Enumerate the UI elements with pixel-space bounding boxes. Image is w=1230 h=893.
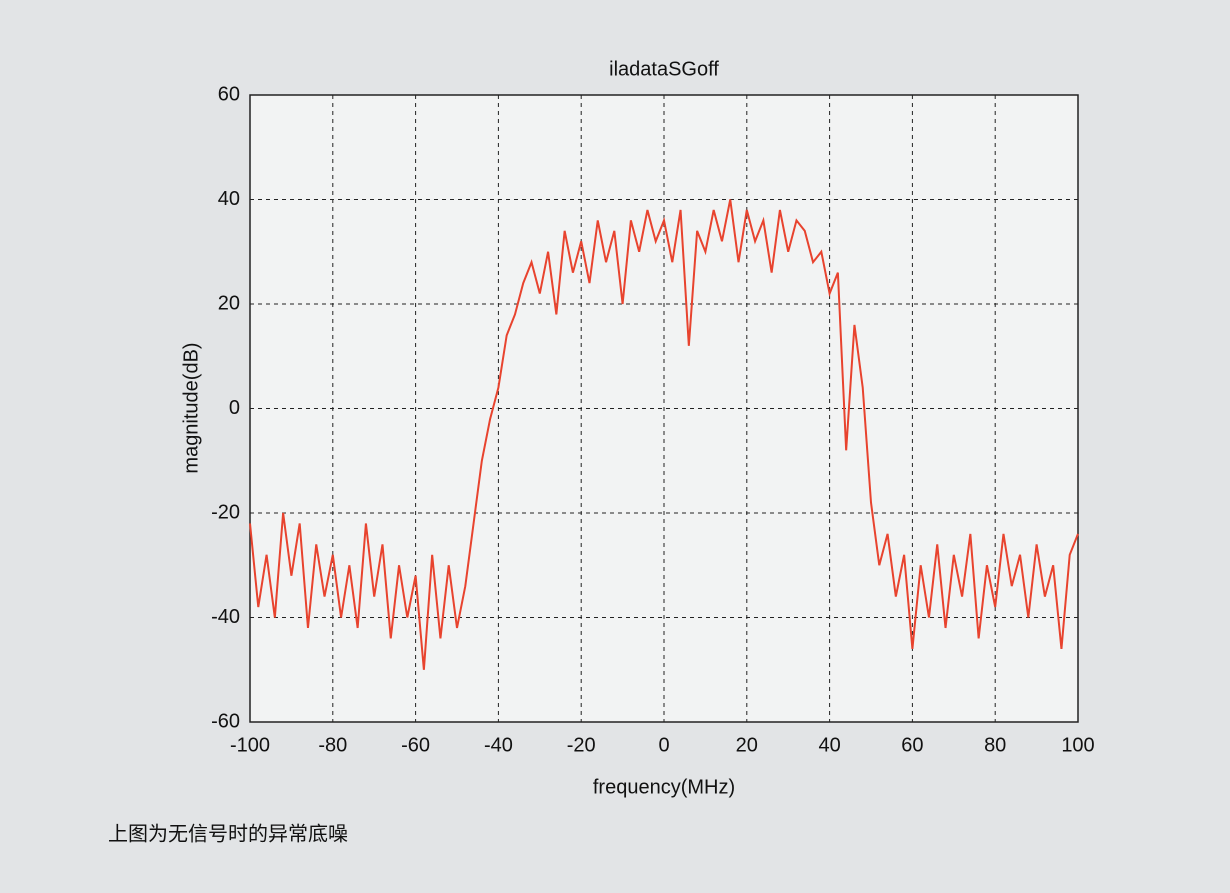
x-tick-label: -100: [230, 734, 270, 756]
y-tick-label: 40: [218, 188, 240, 210]
x-tick-label: -80: [318, 734, 347, 756]
x-axis-label: frequency(MHz): [593, 776, 735, 798]
y-tick-label: -20: [211, 501, 240, 523]
x-tick-label: 100: [1061, 734, 1094, 756]
caption: 上图为无信号时的异常底噪: [108, 822, 348, 846]
y-tick-label: 0: [229, 397, 240, 419]
line: [249, 199, 1079, 670]
x-tick-label: 20: [736, 734, 758, 756]
chart-title: iladataSGoff: [609, 58, 719, 80]
x-tick-label: 40: [818, 734, 840, 756]
x-tick-label: -40: [484, 734, 513, 756]
y-axis-label: magnitude(dB): [180, 342, 202, 473]
y-tick-label: -60: [211, 710, 240, 732]
x-tick-label: 60: [901, 734, 923, 756]
y-tick-label: 60: [218, 83, 240, 105]
x-tick-label: 80: [984, 734, 1006, 756]
y-tick-label: -40: [211, 606, 240, 628]
y-tick-label: 20: [218, 292, 240, 314]
x-tick-label: -60: [401, 734, 430, 756]
x-tick-label: -20: [567, 734, 596, 756]
x-tick-label: 0: [658, 734, 669, 756]
